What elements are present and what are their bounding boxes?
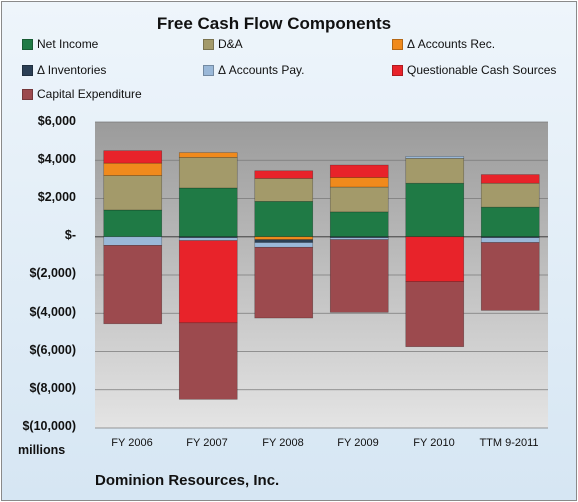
- y-tick-label: $(8,000): [29, 381, 76, 395]
- y-tick-label: $4,000: [37, 152, 76, 166]
- legend-swatch: [392, 38, 403, 50]
- y-tick-label: $2,000: [37, 190, 76, 204]
- bar-segment: [405, 182, 465, 238]
- bar-segment: [329, 164, 389, 178]
- bar-segment: [480, 206, 540, 238]
- y-tick-label: $-: [64, 228, 76, 242]
- bar-segment: [480, 182, 540, 208]
- bar-segment: [178, 322, 238, 400]
- bar-segment: [254, 239, 314, 243]
- y-tick-label: $(6,000): [29, 343, 76, 357]
- chart-title: Free Cash Flow Components: [156, 14, 392, 33]
- y-tick-label: $(2,000): [29, 266, 76, 280]
- legend-swatch: [392, 64, 403, 76]
- x-tick-label: FY 2010: [413, 437, 455, 449]
- bar-segment: [329, 177, 389, 188]
- x-tick-label: FY 2006: [111, 437, 153, 449]
- legend-item-inventories: Δ Inventories: [22, 63, 106, 77]
- x-tick-label: FY 2007: [186, 437, 228, 449]
- bar-segment: [254, 242, 314, 248]
- bar-segment: [480, 174, 540, 184]
- legend-label: Δ Accounts Pay.: [218, 63, 305, 77]
- legend-label: Capital Expenditure: [37, 87, 142, 101]
- bar-segment: [405, 236, 465, 282]
- bar-segment: [480, 242, 540, 311]
- legend-swatch: [22, 38, 33, 50]
- bar-segment: [405, 281, 465, 348]
- bar-segment: [103, 236, 163, 246]
- bar-segment: [405, 158, 465, 184]
- legend-item-accounts-rec: Δ Accounts Rec.: [392, 37, 495, 51]
- bar-segment: [103, 245, 163, 325]
- legend-swatch: [22, 64, 33, 76]
- legend-item-net-income: Net Income: [22, 37, 98, 51]
- legend-swatch: [203, 38, 214, 50]
- x-tick-label: FY 2009: [337, 437, 379, 449]
- units-label: millions: [18, 443, 66, 457]
- bar-segment: [329, 186, 389, 213]
- bar-segment: [254, 201, 314, 238]
- bar-segment: [178, 187, 238, 238]
- bar-segment: [103, 175, 163, 211]
- bar-segment: [103, 162, 163, 176]
- bar-segment: [178, 157, 238, 189]
- y-tick-label: $(4,000): [29, 305, 76, 319]
- legend-label: Δ Accounts Rec.: [407, 37, 496, 51]
- legend-label: Δ Inventories: [37, 63, 107, 77]
- bar-segment: [103, 209, 163, 238]
- bar-segment: [178, 237, 238, 241]
- bar-segment: [329, 239, 389, 313]
- legend-item-accounts-pay: Δ Accounts Pay.: [203, 63, 305, 77]
- bar-segment: [254, 246, 314, 319]
- company-name: Dominion Resources, Inc.: [95, 472, 280, 489]
- bar-segment: [178, 152, 238, 158]
- bar-segment: [480, 237, 540, 243]
- legend-swatch: [203, 64, 214, 76]
- legend-label: D&A: [218, 37, 243, 51]
- legend-item-questionable-cash: Questionable Cash Sources: [392, 63, 556, 77]
- bar-segment: [103, 150, 163, 164]
- bar-segment: [405, 156, 465, 159]
- legend-label: Net Income: [37, 37, 99, 51]
- legend-item-capex: Capital Expenditure: [22, 87, 142, 101]
- bar-segment: [254, 236, 314, 240]
- legend-label: Questionable Cash Sources: [407, 63, 557, 77]
- x-tick-label: FY 2008: [262, 437, 304, 449]
- bar-segment: [178, 240, 238, 324]
- bar-segment: [329, 211, 389, 238]
- bar-segment: [254, 170, 314, 179]
- y-tick-label: $(10,000): [22, 419, 76, 433]
- bar-segment: [254, 178, 314, 202]
- x-tick-label: TTM 9-2011: [479, 437, 539, 449]
- legend-item-da: D&A: [203, 37, 243, 51]
- legend-swatch: [22, 88, 33, 100]
- y-tick-label: $6,000: [37, 114, 76, 128]
